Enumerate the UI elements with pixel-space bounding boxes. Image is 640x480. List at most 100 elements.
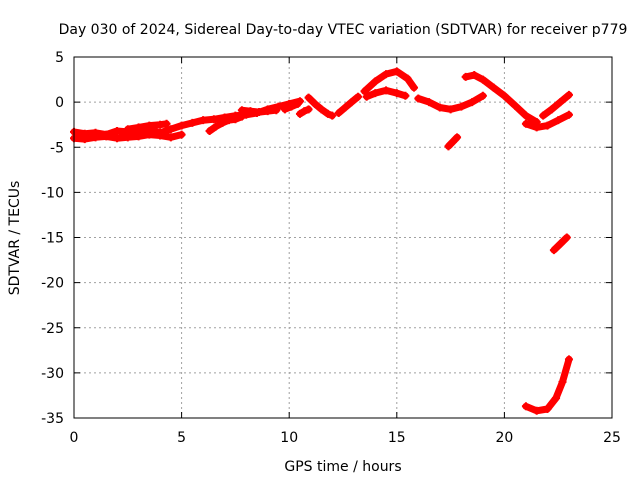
tick-layer: 0 5 10 15 20 25 5 0 -5 -10 -15 -20 -25 -30 -35 <box>41 50 621 446</box>
data-point <box>556 239 565 248</box>
data-point <box>362 92 371 101</box>
data-point <box>489 83 498 92</box>
y-tick-label: 0 <box>55 95 64 111</box>
data-point <box>425 98 434 107</box>
data-point <box>237 106 246 115</box>
data-point <box>457 102 466 111</box>
data-point <box>532 123 541 132</box>
series-line <box>361 67 418 95</box>
data-point <box>295 109 304 118</box>
data-point <box>354 92 363 101</box>
data-point <box>371 77 380 86</box>
data-point <box>300 107 309 116</box>
data-point <box>453 133 462 142</box>
data-point <box>218 118 227 127</box>
series-track-7 <box>334 92 363 117</box>
data-point <box>334 108 343 117</box>
data-point <box>280 105 289 114</box>
data-point <box>91 133 100 142</box>
data-point <box>564 90 573 99</box>
data-point <box>255 108 264 117</box>
data-point <box>166 133 175 142</box>
data-point <box>263 107 272 116</box>
data-point <box>539 111 548 120</box>
data-point <box>199 116 208 125</box>
series-track-17 <box>295 105 313 118</box>
data-point <box>304 105 313 114</box>
data-point <box>371 89 380 98</box>
series-line <box>539 91 573 120</box>
y-axis-label: SDTVAR / TECUs <box>7 181 23 296</box>
data-point <box>156 131 165 140</box>
x-axis-label: GPS time / hours <box>284 459 401 475</box>
data-point <box>304 93 313 102</box>
data-point <box>564 110 573 119</box>
data-point <box>123 125 132 134</box>
data-point <box>323 109 332 118</box>
series-track-14 <box>549 233 571 255</box>
data-point <box>543 404 552 413</box>
y-tick-label: -20 <box>41 276 64 292</box>
data-point <box>246 107 255 116</box>
series-track-11 <box>461 71 541 126</box>
data-point <box>382 86 391 95</box>
series-line <box>70 97 304 139</box>
data-point <box>382 70 391 79</box>
data-point <box>500 91 509 100</box>
y-tick-label: -5 <box>50 140 64 156</box>
data-point <box>145 130 154 139</box>
data-point <box>521 402 530 411</box>
x-tick-label: 15 <box>388 430 406 446</box>
data-point <box>414 94 423 103</box>
data-point <box>293 99 302 108</box>
data-point <box>532 406 541 415</box>
series-track-9 <box>362 86 410 101</box>
y-tick-label: -35 <box>41 411 64 427</box>
data-point <box>209 115 218 124</box>
data-point <box>403 74 412 83</box>
series-line <box>335 93 362 117</box>
data-point <box>134 123 143 132</box>
data-point <box>511 101 520 110</box>
data-point <box>113 134 122 143</box>
series-track-12 <box>521 110 573 132</box>
y-tick-label: -15 <box>41 231 64 247</box>
data-point <box>521 111 530 120</box>
data-point <box>123 133 132 142</box>
series-track-15 <box>521 355 573 415</box>
chart-title: Day 030 of 2024, Sidereal Day-to-day VTE… <box>59 22 628 38</box>
data-point <box>558 377 567 386</box>
data-point <box>564 355 573 364</box>
data-point <box>554 116 563 125</box>
x-tick-label: 25 <box>603 430 621 446</box>
data-point <box>392 67 401 76</box>
data-point <box>446 105 455 114</box>
data-point <box>347 98 356 107</box>
data-layer <box>70 67 573 415</box>
x-tick-label: 5 <box>177 430 186 446</box>
data-point <box>287 102 296 111</box>
data-point <box>552 394 561 403</box>
series-track-3 <box>123 119 171 134</box>
grid-layer <box>74 57 612 418</box>
data-point <box>448 137 457 146</box>
series-track-5 <box>237 106 281 117</box>
data-point <box>521 119 530 128</box>
data-point <box>468 98 477 107</box>
data-point <box>562 233 571 242</box>
y-tick-label: 5 <box>55 50 64 66</box>
data-point <box>478 75 487 84</box>
data-point <box>547 105 556 114</box>
series-track-16 <box>444 133 462 151</box>
data-point <box>478 91 487 100</box>
data-point <box>317 105 326 114</box>
data-point <box>556 98 565 107</box>
x-tick-label: 20 <box>495 430 513 446</box>
series-track-13 <box>539 90 573 120</box>
data-point <box>134 132 143 141</box>
series-track-6 <box>304 93 337 120</box>
data-point <box>145 121 154 130</box>
data-point <box>177 130 186 139</box>
series-track-10 <box>414 91 487 114</box>
